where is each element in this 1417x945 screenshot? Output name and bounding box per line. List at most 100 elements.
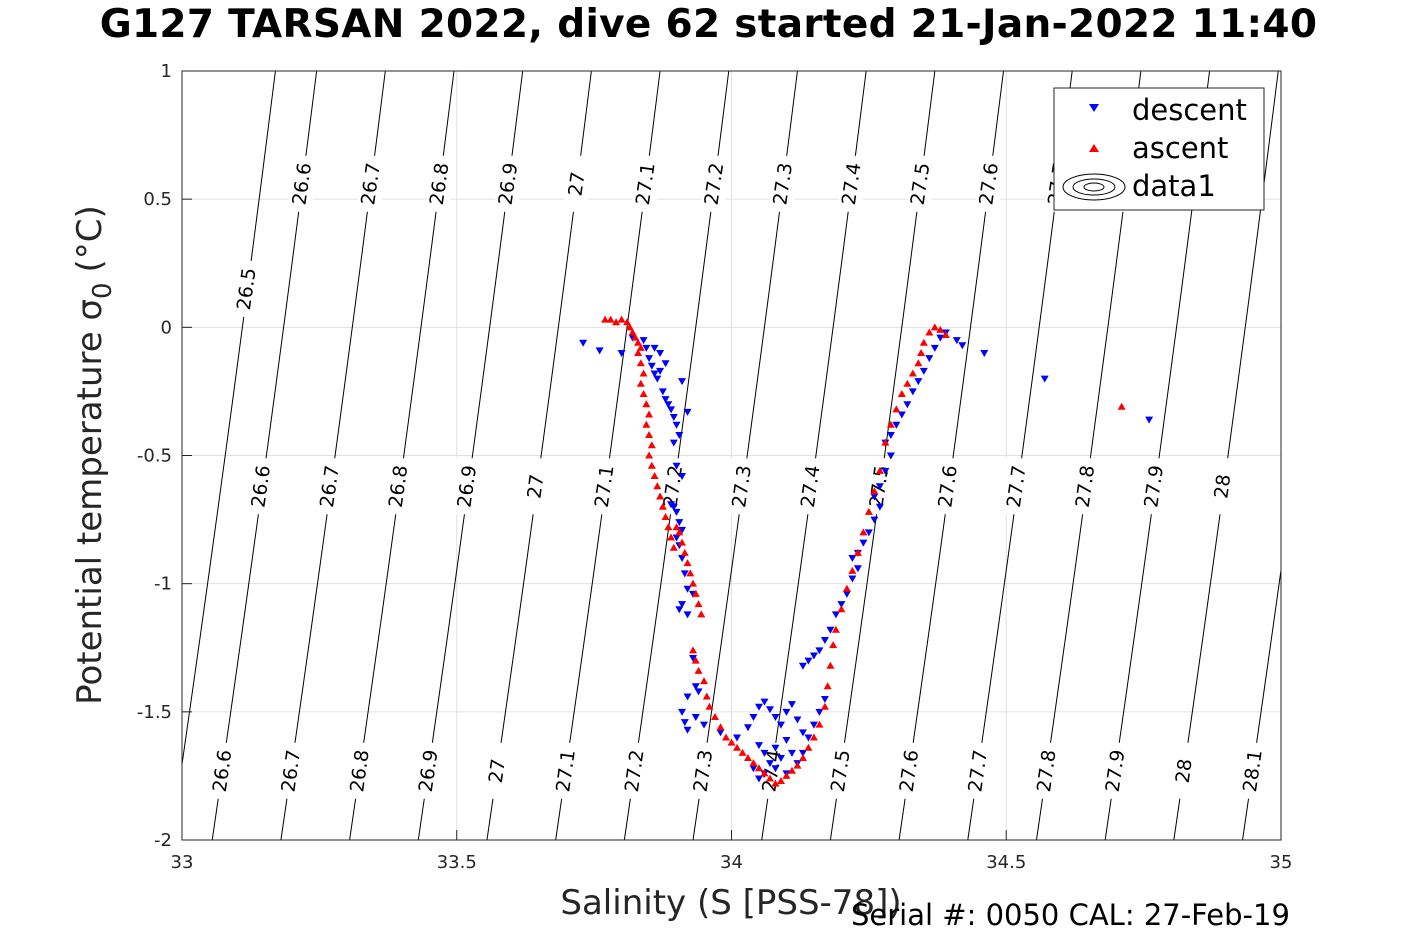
descent-point [667,406,676,414]
ascent-point [941,331,950,339]
ascent-point [903,379,912,387]
descent-point [749,765,758,773]
descent-point [689,655,698,663]
descent-point [680,570,689,578]
legend: descent ascent data1 [1053,87,1265,211]
contour-label-background [797,458,822,515]
ascent-point [661,513,670,521]
ascent-point [886,420,895,428]
descent-point [595,347,604,355]
ascent-point [754,764,763,772]
descent-point [881,467,890,475]
descent-point [678,473,687,481]
descent-point [664,401,673,409]
descent-point [831,611,840,619]
contour-label-background [838,155,863,212]
descent-point [760,749,769,757]
contour-label-background [385,458,410,515]
ascent-point [1117,402,1126,410]
contour-label-background [358,155,383,212]
descent-point [675,606,684,614]
ascent-point [831,625,840,633]
contour-label-background [770,155,795,212]
ascent-point [823,682,832,690]
descent-point [782,737,791,745]
ascent-point [625,323,634,331]
descent-point [820,696,829,704]
ascent-point [930,323,939,331]
ascent-point [782,771,791,779]
y-tick-label: 0.5 [143,189,172,210]
descent-point [678,378,687,386]
ascent-point [829,641,838,649]
contour-label: 27 [564,170,589,197]
descent-point [886,431,895,439]
ascent-point [936,325,945,333]
ascent-point [656,492,665,500]
x-tick-label: 35 [1270,852,1293,873]
ascent-point [691,589,700,597]
descent-point [683,611,692,619]
legend-ascent-marker [1089,144,1099,152]
ascent-point [771,779,780,787]
descent-point [892,421,901,429]
descent-point [642,344,651,352]
ascent-point [809,733,818,741]
descent-point [793,716,802,724]
contour-label-background [1141,458,1166,515]
ascent-point [705,702,714,710]
legend-descent-marker [1089,104,1099,112]
y-axis-ticks: -2 -1.5 -1 -0.5 0 0.5 1 [137,61,192,851]
descent-point [897,411,906,419]
x-tick-label: 33 [171,852,194,873]
descent-point [848,575,857,583]
contour-label-background [935,458,960,515]
y-tick-label: -1.5 [137,702,172,723]
contour-label-background [690,742,715,799]
descent-point [875,503,884,511]
descent-point [672,462,681,470]
descent-point [870,493,879,501]
descent-point [669,414,678,422]
ascent-point [691,656,700,664]
ascent-point [636,379,645,387]
ascent-point [793,761,802,769]
descent-point [683,726,692,734]
ascent-point [875,466,884,474]
ascent-point [686,569,695,577]
contour-label-background [827,742,852,799]
legend-descent-label: descent [1132,93,1247,127]
descent-point [952,337,961,345]
descent-point [683,585,692,593]
ascent-point [664,523,673,531]
contour-label-background [591,458,616,515]
ascent-point [667,533,676,541]
ascent-point [642,420,651,428]
descent-point [848,555,857,563]
contour-label-background [1003,458,1028,515]
ascent-point [653,482,662,490]
y-tick-label: -2 [154,830,172,851]
descent-point [617,349,626,357]
x-tick-label: 34 [720,852,743,873]
descent-point [1040,375,1049,383]
descent-point [903,401,912,409]
descent-point [886,452,895,460]
descent-point [925,355,934,363]
contour-label-background [976,155,1001,212]
ascent-point [702,692,711,700]
y-axis-label-unit: (°C) [70,205,110,272]
ascent-point [658,502,667,510]
legend-ascent-label: ascent [1132,131,1228,165]
descent-point [859,539,868,547]
ascent-point [612,318,621,326]
descent-point [579,339,588,347]
descent-point [771,765,780,773]
descent-point [680,719,689,727]
ascent-point [689,579,698,587]
ascent-point [749,759,758,767]
descent-point [675,431,684,439]
y-tick-label: -0.5 [137,446,172,467]
ascent-point [675,528,684,536]
